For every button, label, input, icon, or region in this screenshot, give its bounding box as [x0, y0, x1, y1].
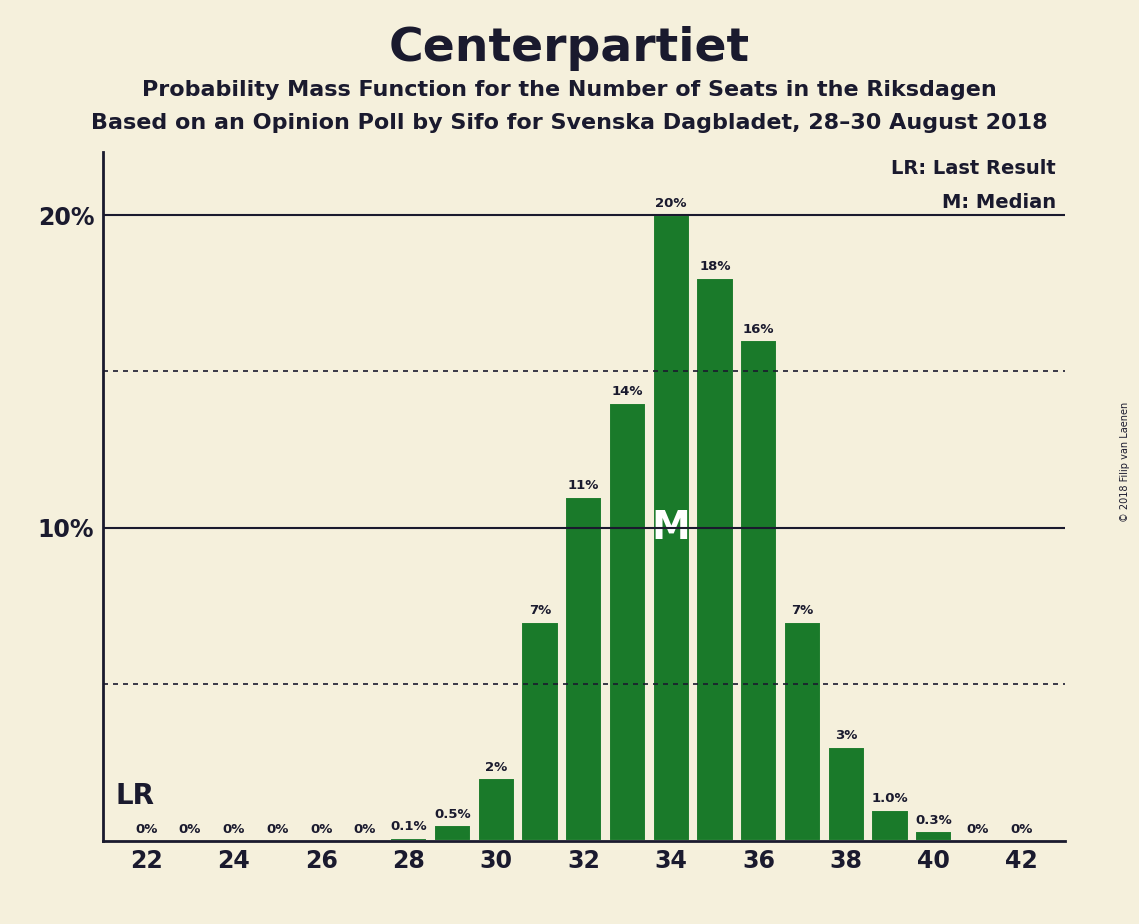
Text: 0%: 0%	[136, 823, 157, 836]
Text: 2%: 2%	[485, 760, 507, 773]
Text: 0%: 0%	[354, 823, 376, 836]
Bar	[653, 215, 690, 841]
Text: 7%: 7%	[792, 604, 813, 617]
Text: 1.0%: 1.0%	[871, 792, 908, 805]
Text: 7%: 7%	[528, 604, 551, 617]
Bar	[784, 622, 821, 841]
Text: 11%: 11%	[568, 479, 599, 492]
Bar	[522, 622, 558, 841]
Bar	[696, 277, 734, 841]
Text: 16%: 16%	[743, 322, 775, 335]
Bar	[391, 838, 427, 841]
Text: LR: Last Result: LR: Last Result	[892, 159, 1056, 177]
Text: 14%: 14%	[612, 385, 644, 398]
Text: 0%: 0%	[179, 823, 202, 836]
Bar	[434, 825, 472, 841]
Bar	[565, 497, 603, 841]
Text: Centerpartiet: Centerpartiet	[388, 26, 751, 71]
Bar	[609, 403, 646, 841]
Bar	[828, 747, 865, 841]
Text: 18%: 18%	[699, 260, 731, 273]
Text: Probability Mass Function for the Number of Seats in the Riksdagen: Probability Mass Function for the Number…	[142, 80, 997, 101]
Text: 0.5%: 0.5%	[434, 808, 470, 821]
Text: LR: LR	[116, 782, 155, 809]
Text: © 2018 Filip van Laenen: © 2018 Filip van Laenen	[1120, 402, 1130, 522]
Text: M: Median: M: Median	[942, 193, 1056, 213]
Text: Based on an Opinion Poll by Sifo for Svenska Dagbladet, 28–30 August 2018: Based on an Opinion Poll by Sifo for Sve…	[91, 113, 1048, 133]
Text: 0%: 0%	[267, 823, 288, 836]
Text: 0.3%: 0.3%	[916, 814, 952, 827]
Bar	[740, 340, 777, 841]
Text: 0%: 0%	[222, 823, 245, 836]
Text: 0%: 0%	[310, 823, 333, 836]
Text: 0.1%: 0.1%	[391, 820, 427, 833]
Text: 20%: 20%	[655, 198, 687, 211]
Text: 3%: 3%	[835, 729, 858, 742]
Bar	[915, 832, 952, 841]
Bar	[477, 778, 515, 841]
Text: 0%: 0%	[1010, 823, 1032, 836]
Text: 0%: 0%	[966, 823, 989, 836]
Bar	[871, 809, 909, 841]
Text: M: M	[652, 509, 690, 547]
